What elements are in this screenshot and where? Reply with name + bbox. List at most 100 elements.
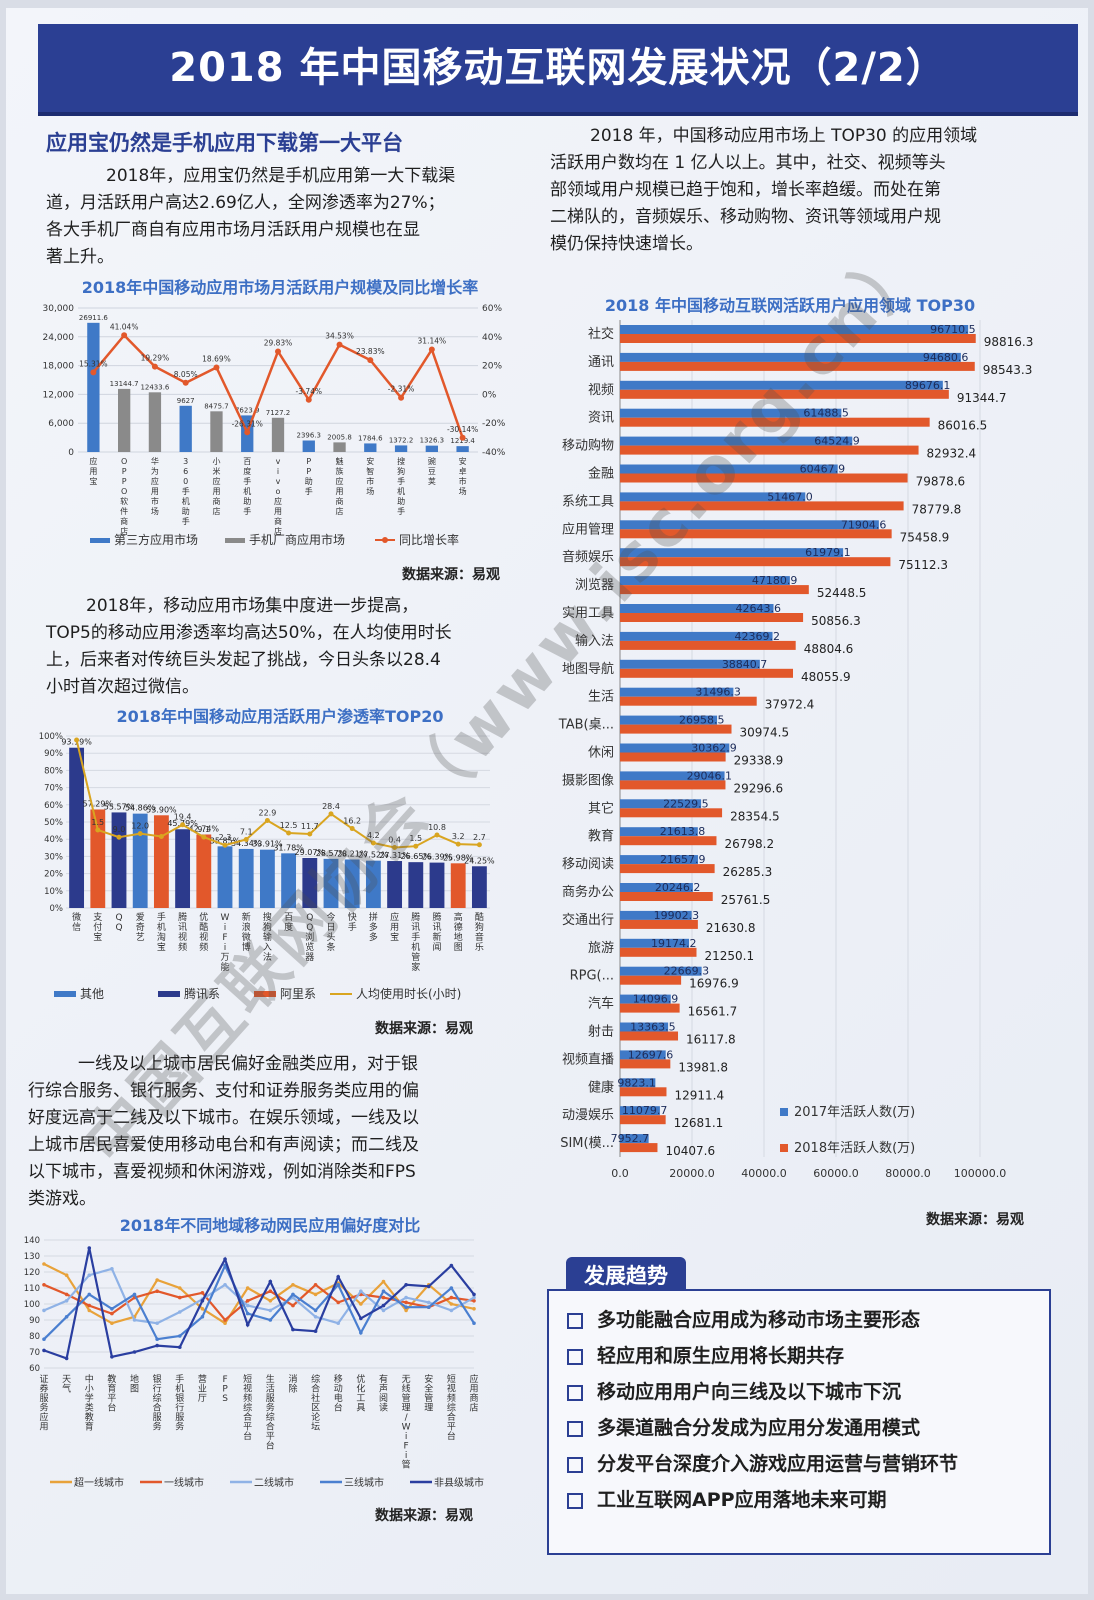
series-point <box>426 1284 431 1289</box>
para-line: 活跃用户数均在 1 亿人以上。其中，社交、视频等头 <box>550 153 946 173</box>
bar-label-2017: 13363.5 <box>630 1021 676 1034</box>
para-line: 各大手机厂商自有应用市场月活跃用户规模也在显 <box>46 220 420 240</box>
bar <box>281 853 297 908</box>
title-banner: 2018 年中国移动互联网发展状况（2/2） <box>38 24 1078 116</box>
x-tick-label: 银行综合服务 <box>153 1373 162 1433</box>
para-line: 2018年，应用宝仍然是手机应用第一大下载渠 <box>106 166 456 186</box>
x-tick-label: 有声阅读 <box>379 1373 388 1414</box>
bar-2018 <box>620 696 757 706</box>
growth-label: 15.31% <box>79 359 108 368</box>
x-tick-label: 搜狗输入法 <box>263 911 272 963</box>
series-point <box>449 1286 454 1290</box>
bar-label-2018: 12681.1 <box>674 1116 724 1130</box>
bar-label: 2005.8 <box>327 433 352 441</box>
series-line <box>43 1247 475 1360</box>
bar-2018 <box>620 640 796 650</box>
bar-2017 <box>620 1022 669 1032</box>
bar-2017 <box>620 604 774 613</box>
bar-2018 <box>620 445 919 455</box>
para-line: 部领域用户规模已趋于饱和，增长率趋缓。而处在第 <box>550 180 941 200</box>
bar-label-2018: 86016.5 <box>938 419 988 433</box>
trend-item-text: 分发平台深度介入游戏应用运营与营销环节 <box>597 1453 959 1475</box>
usage-label: 16.2 <box>343 817 361 826</box>
bar-label-2017: 38840.7 <box>722 658 768 671</box>
para-line: 上，后来者对传统巨头发起了挑战，今日头条以28.4 <box>46 650 441 670</box>
bar-2017 <box>620 771 725 781</box>
bar-label: 13144.7 <box>110 380 139 388</box>
bar <box>323 858 339 908</box>
section3-paragraph: 一线及以上城市居民偏好金融类应用，对于银 行综合服务、银行服务、支付和证券服务类… <box>28 1051 523 1213</box>
right-intro-paragraph: 2018 年，中国移动应用市场上 TOP30 的应用领域 活跃用户数均在 1 亿… <box>550 123 1050 258</box>
bar-label-2018: 26285.3 <box>723 865 773 879</box>
usage-label: 7.1 <box>240 827 253 836</box>
trend-item: 多渠道融合分发成为应用分发通用模式 <box>567 1413 920 1440</box>
usage-point <box>180 822 186 828</box>
bar-label-2017: 51467.0 <box>767 490 813 503</box>
x-tick-label: 百度 <box>284 912 293 933</box>
y-tick-label: 0 <box>68 448 74 458</box>
x-tick-label: 小米应用商店 <box>212 457 220 516</box>
series-point <box>87 1308 92 1313</box>
bar-label-2017: 61979.1 <box>805 546 851 559</box>
x-tick-label: 拼多多 <box>369 911 378 943</box>
legend-label: 手机厂商应用市场 <box>249 532 345 547</box>
usage-point <box>307 831 313 837</box>
legend-swatch <box>382 537 388 543</box>
bar-label: 1219.4 <box>450 437 475 445</box>
y-tick-label: 休闲 <box>588 745 614 760</box>
bar-label-2017: 21657.9 <box>660 853 706 866</box>
bar-label: 28.21% <box>337 849 368 858</box>
series-point <box>177 1295 182 1300</box>
bar-label-2017: 12697.6 <box>628 1048 674 1061</box>
series-point <box>404 1300 408 1305</box>
series-point <box>336 1283 341 1287</box>
series-point <box>110 1355 114 1359</box>
bar-label-2017: 20246.2 <box>655 881 701 894</box>
growth-point <box>90 369 97 376</box>
y-tick-label: 130 <box>24 1252 40 1262</box>
x-tick-label: 华为应用市场 <box>151 456 159 516</box>
bar-2017 <box>620 576 790 586</box>
series-point <box>404 1283 408 1287</box>
usage-point <box>95 827 101 833</box>
legend-swatch <box>158 991 180 997</box>
bar-2017 <box>620 659 760 669</box>
y2-tick-label: -20% <box>482 419 506 429</box>
y-tick-label: 6,000 <box>48 419 74 429</box>
series-point <box>313 1283 318 1287</box>
bar-2018 <box>620 389 949 399</box>
bar-label-2017: 94680.6 <box>923 351 969 364</box>
y-tick-label: 系统工具 <box>562 494 614 509</box>
legend-label: 同比增长率 <box>399 532 459 547</box>
bar-label-2018: 75458.9 <box>900 530 950 544</box>
usage-point <box>455 841 461 847</box>
x-tick-label: 搜狗手机助手 <box>397 456 405 516</box>
section1-paragraph: 2018年，应用宝仍然是手机应用第一大下载渠 道，月活跃用户高达2.69亿人，全… <box>46 163 516 271</box>
usage-label: 1.5 <box>91 818 104 827</box>
series-point <box>64 1292 69 1297</box>
growth-point <box>213 364 220 371</box>
bar-label: 35.85% <box>210 836 241 845</box>
series-point <box>426 1300 431 1305</box>
bar-label-2018: 79878.6 <box>916 475 966 489</box>
para-line: 模仍保持快速增长。 <box>550 234 703 254</box>
bar-label-2018: 48804.6 <box>804 642 854 656</box>
bar-2018 <box>620 613 804 622</box>
usage-label: 10.8 <box>428 823 446 832</box>
bar-2018 <box>620 780 726 790</box>
y-tick-label: 地图导航 <box>562 661 614 677</box>
bar <box>259 849 275 908</box>
legend-label: 二线城市 <box>254 1476 294 1489</box>
x-tick-label: 短视频综合平台 <box>447 1373 456 1442</box>
x-tick-label: 移动电台 <box>334 1373 343 1414</box>
bar-label-2017: 14096.9 <box>633 993 679 1006</box>
series-point <box>359 1331 363 1335</box>
bar-label-2018: 21630.8 <box>706 921 756 935</box>
para-line: 行综合服务、银行服务、支付和证券服务类应用的偏 <box>28 1081 419 1101</box>
bar <box>238 848 254 908</box>
series-point <box>177 1286 182 1290</box>
bar-label-2017: 21613.8 <box>660 825 706 838</box>
y-tick-label: 摄影图像 <box>562 773 614 788</box>
checkbox-icon <box>567 1312 583 1329</box>
chart-appstore-mau: 0 6,000 12,000 18,000 24,000 30,000 -40% -20% 0%… <box>43 304 506 547</box>
